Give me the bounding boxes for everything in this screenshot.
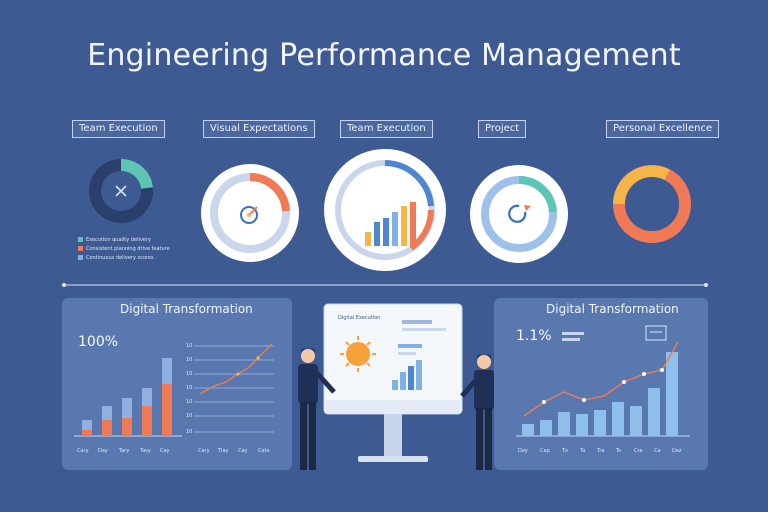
legend-item: Execution quality delivery [78,237,151,243]
left-panel-title: Digital Transformation [120,302,253,316]
legend-swatch-icon [78,237,83,242]
y-tick-label: 10 [186,343,193,349]
left-panel [62,298,292,470]
presenter-illustration [298,303,494,470]
legend-item: Continuous delivery scores [78,255,154,261]
bar-chart-icon [365,202,416,246]
presenter-right [460,354,494,470]
kpi-label-personal-excellence: Personal Excellence [606,120,720,138]
y-tick-label: 10 [186,357,193,363]
legend-text: Consistent planning drive feature [86,246,170,252]
legend-swatch-icon [78,255,83,260]
x-tick-label: Ts [616,448,621,454]
kpi-donut-personal-excellence [613,165,691,243]
kpi-label-team-execution-2: Team Execution [340,120,433,138]
legend-text: Execution quality delivery [86,237,151,243]
y-tick-label: 10 [186,399,193,405]
kpi-chart-team-execution [324,149,446,271]
right-panel-chart [516,325,690,437]
right-panel-title: Digital Transformation [546,302,679,316]
page-title: Engineering Performance Management [87,38,681,73]
y-tick-label: 10 [186,429,193,435]
left-panel-value: 100% [78,334,119,350]
kpi-label-team-execution: Team Execution [72,120,165,138]
legend-item: Consistent planning drive feature [78,246,170,252]
board-heading: Digital Execution [338,315,381,321]
x-tick-label: Tlay [218,448,229,454]
x-tick-label: Tary [119,448,130,454]
kpi-donut-team-execution [89,158,153,223]
x-tick-label: Day [518,448,528,454]
x-tick-label: Cay [238,448,248,454]
x-tick-label: Cary [77,448,89,454]
stacked-bars [82,358,172,436]
x-tick-label: Cary [198,448,210,454]
x-tick-label: Ta [580,448,586,454]
x-tick-label: Day [98,448,108,454]
x-tick-label: Cra [634,448,643,454]
refresh-icon [508,204,531,223]
right-panel-value: 1.1% [516,328,552,344]
y-tick-label: 10 [186,385,193,391]
target-icon [240,206,258,224]
close-icon [115,185,127,197]
x-tick-label: Ca [654,448,661,454]
y-tick-label: 10 [186,371,193,377]
x-tick-label: Tasy [140,448,151,454]
document-icon [645,325,667,341]
x-tick-label: Cate [258,448,270,454]
divider [62,283,708,287]
presenter-left [298,348,336,470]
y-tick-label: 10 [186,413,193,419]
kpi-gauge-visual-expectations [201,164,299,262]
x-tick-label: Cay [160,448,170,454]
kpi-label-visual-expectations: Visual Expectations [203,120,315,138]
left-panel-charts [74,343,274,437]
sun-icon [340,336,376,372]
x-tick-label: Tra [597,448,605,454]
legend-swatch-icon [78,246,83,251]
x-tick-label: Daz [672,448,682,454]
kpi-gauge-project [470,165,568,263]
kpi-label-project: Project [478,120,527,138]
x-tick-label: Tx [562,448,569,454]
x-tick-label: Cap [540,448,550,454]
legend-text: Continuous delivery scores [86,255,154,261]
